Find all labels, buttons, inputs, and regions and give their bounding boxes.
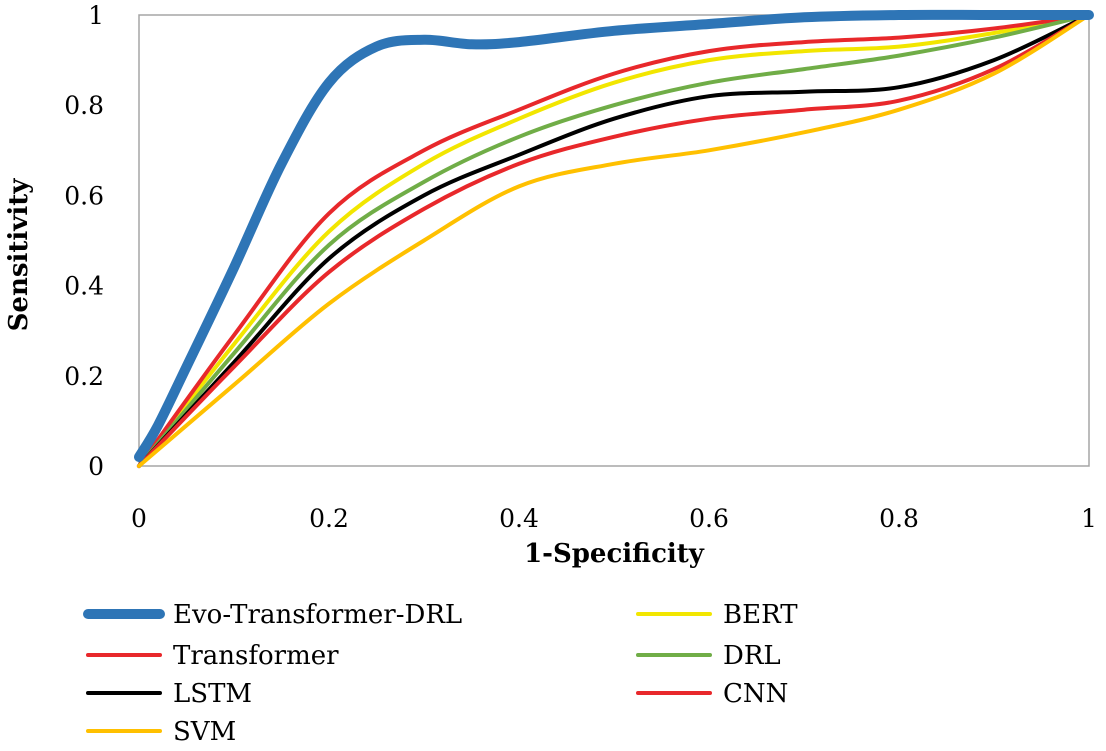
series-line-svm (137, 13, 1091, 468)
y-tick-label: 0 (88, 452, 104, 481)
series-line-cnn (137, 13, 1091, 468)
series-line-transformer (137, 13, 1091, 468)
plot-area-frame (138, 14, 1090, 467)
legend-label-drl: DRL (723, 641, 781, 671)
series-lines (134, 9, 1094, 468)
legend-label-svm: SVM (173, 717, 236, 746)
legend-label-lstm: LSTM (173, 679, 252, 709)
series-line-lstm (137, 13, 1091, 468)
series-line-bert (137, 13, 1091, 468)
y-tick-label: 0.2 (64, 362, 104, 391)
y-tick-label: 0.6 (64, 181, 104, 210)
legend-label-cnn: CNN (723, 679, 788, 709)
y-tick-label: 1 (88, 1, 104, 30)
y-tick-labels: 0 0.2 0.4 0.6 0.8 1 (64, 1, 104, 481)
y-axis-title: Sensitivity (4, 178, 34, 332)
legend-label-bert: BERT (723, 600, 798, 630)
legend-label-evo-transformer-drl: Evo-Transformer-DRL (173, 600, 462, 630)
legend: Evo-Transformer-DRL BERT Transformer DRL LST… (83, 600, 798, 747)
x-tick-label: 0.6 (689, 504, 729, 533)
x-tick-labels: 0 0.2 0.4 0.6 0.8 1 (131, 504, 1097, 533)
series-line-drl (137, 13, 1091, 468)
x-tick-label: 0.2 (309, 504, 349, 533)
x-tick-label: 0 (131, 504, 147, 533)
x-tick-label: 1 (1081, 504, 1097, 533)
x-axis-title: 1-Specificity (524, 539, 705, 569)
y-tick-label: 0.4 (64, 272, 104, 301)
y-tick-label: 0.8 (64, 91, 104, 120)
legend-label-transformer: Transformer (173, 641, 339, 671)
x-tick-label: 0.8 (879, 504, 919, 533)
series-line-evo-transformer-drl (134, 9, 1094, 462)
x-tick-label: 0.4 (499, 504, 539, 533)
